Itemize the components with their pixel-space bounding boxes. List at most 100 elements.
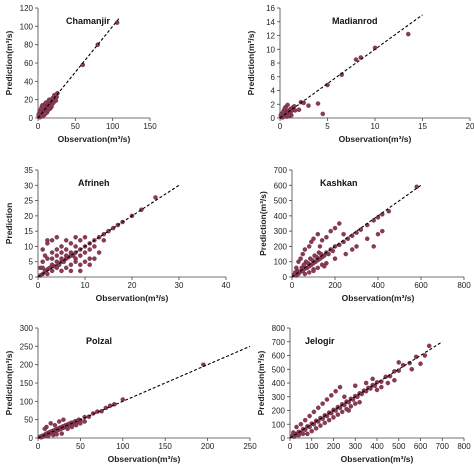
x-tick-label: 200 (328, 281, 342, 290)
data-point (296, 259, 301, 264)
y-tick-label: 200 (272, 407, 286, 416)
data-point (68, 250, 74, 255)
data-point (309, 428, 314, 434)
data-point (306, 244, 312, 249)
y-tick-label: 0 (29, 114, 34, 123)
data-point (82, 235, 88, 240)
data-point (43, 100, 49, 105)
data-point (396, 360, 401, 365)
data-point (45, 271, 50, 277)
x-tick-label: 500 (392, 442, 406, 451)
data-point (61, 417, 66, 422)
x-tick-label: 0 (278, 122, 283, 131)
data-point (87, 262, 92, 268)
data-point (352, 401, 358, 406)
chart-panel-polzal: 0 50 100 150 200 250 0 50 100 150 200 250 300 Observa… (4, 324, 257, 464)
data-point (422, 353, 428, 358)
data-point (380, 228, 385, 234)
y-tick-label: 100 (20, 397, 34, 406)
data-point (286, 113, 291, 118)
data-point (354, 244, 359, 249)
data-point (386, 209, 391, 214)
data-point (45, 241, 50, 246)
y-tick-label: 12 (266, 32, 275, 41)
data-point (82, 259, 88, 264)
x-tick-label: 400 (370, 442, 384, 451)
data-point (48, 421, 53, 426)
data-point (73, 422, 79, 428)
data-point (363, 380, 369, 386)
x-axis-label: Observation(m³/s) (96, 293, 169, 303)
data-point (352, 383, 358, 388)
data-point (63, 247, 69, 252)
data-point (298, 421, 304, 427)
x-tick-label: 200 (201, 442, 215, 451)
y-tick-label: 20 (24, 96, 33, 105)
x-tick-label: 0 (36, 281, 41, 290)
data-point (101, 238, 107, 243)
data-point (294, 265, 299, 271)
data-point (324, 260, 329, 266)
data-point (364, 236, 370, 242)
data-point (342, 394, 347, 399)
data-point (309, 239, 314, 245)
y-tick-label: 500 (272, 365, 286, 374)
y-tick-label: 0 (29, 434, 34, 443)
y-tick-label: 100 (274, 258, 288, 267)
data-point (315, 101, 321, 106)
data-point (45, 256, 50, 261)
data-point (68, 241, 74, 246)
data-point (379, 384, 384, 390)
chart-title: Kashkan (320, 178, 358, 188)
y-tick-label: 0 (29, 273, 34, 282)
data-point (316, 405, 321, 410)
y-tick-label: 4 (271, 87, 276, 96)
data-point (46, 97, 52, 102)
y-tick-label: 600 (272, 352, 286, 361)
x-tick-label: 250 (243, 442, 257, 451)
y-tick-label: 14 (266, 18, 275, 27)
data-point (306, 270, 312, 275)
x-tick-label: 100 (106, 122, 120, 131)
data-point (330, 248, 336, 254)
data-point (40, 247, 45, 252)
data-point (317, 244, 323, 249)
reference-line (289, 341, 443, 439)
chart-title: Afrineh (78, 178, 110, 188)
data-point (49, 250, 55, 255)
x-tick-label: 20 (466, 122, 474, 131)
data-point (357, 399, 362, 405)
x-axis-label: Observation(m³/s) (342, 293, 415, 303)
data-point (337, 221, 342, 226)
y-tick-label: 2 (271, 100, 276, 109)
data-point (92, 256, 97, 261)
chart-panel-chamanjir: 0 50 100 150 0 20 40 60 80 100 120 Observation(m³/s… (4, 4, 157, 144)
chart-panel-madianrod: 0 5 10 15 20 0 2 4 6 8 10 12 14 16 Observation(m³/s) Pr… (246, 4, 474, 144)
data-point (311, 236, 316, 242)
data-point (54, 235, 60, 240)
data-point (296, 107, 302, 113)
data-point (313, 426, 319, 431)
data-point (370, 376, 375, 382)
chart-panel-kashkan: 0 200 400 600 800 0 100 200 300 400 500 600 700 Obser… (258, 166, 471, 303)
y-tick-label: 15 (24, 227, 33, 236)
data-point (73, 259, 78, 264)
data-point (311, 268, 316, 274)
data-point (153, 195, 158, 200)
data-point (306, 103, 311, 108)
y-axis-label: Prediction(m³/s) (4, 350, 14, 415)
data-point (294, 424, 299, 430)
y-tick-label: 35 (24, 166, 33, 175)
data-point (322, 420, 328, 426)
data-point (68, 262, 74, 268)
data-point (343, 251, 348, 257)
data-point (348, 404, 354, 409)
y-tick-label: 400 (272, 379, 286, 388)
y-tick-label: 30 (24, 181, 33, 190)
x-tick-label: 5 (325, 122, 330, 131)
data-point (326, 251, 331, 257)
data-point (405, 31, 411, 37)
y-tick-label: 60 (24, 59, 33, 68)
x-tick-label: 150 (159, 442, 173, 451)
data-point (87, 256, 92, 261)
